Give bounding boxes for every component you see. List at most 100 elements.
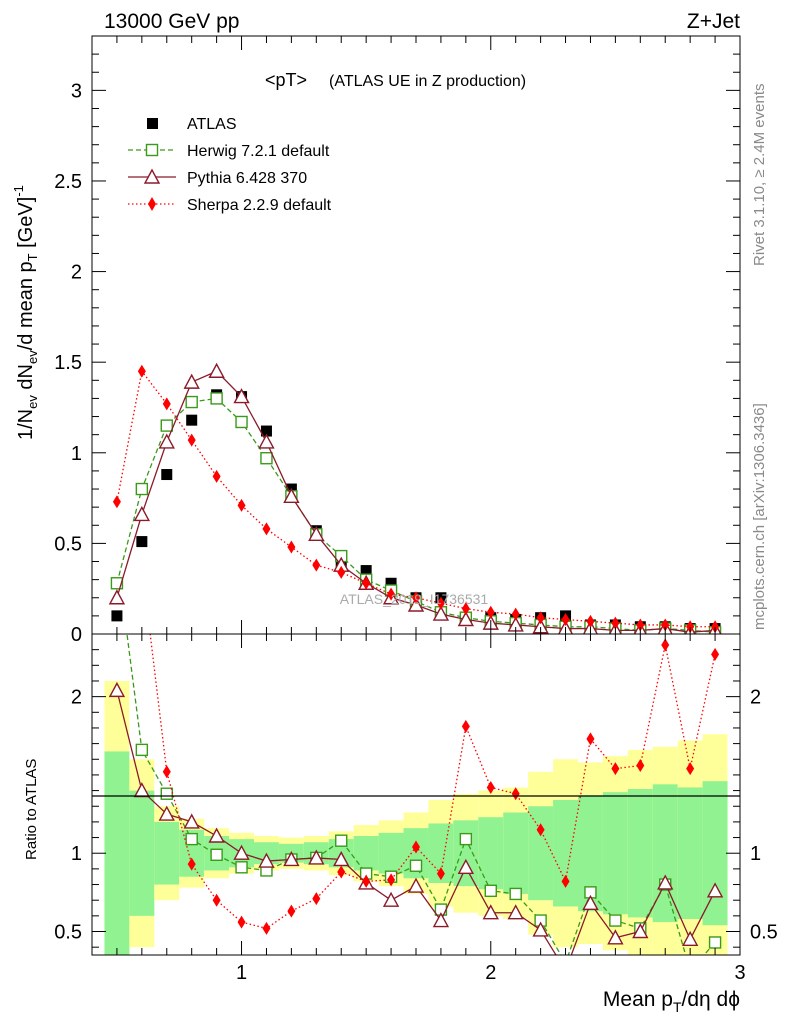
- ratio-y-axis-label: Ratio to ATLAS: [23, 759, 40, 860]
- ratio-pythia-point: [183, 813, 200, 829]
- y-tick-label-ratio-right: 2: [750, 687, 761, 709]
- header-process-label: Z+Jet: [687, 10, 740, 33]
- main-sherpa-point: [486, 605, 495, 619]
- main-sherpa-point: [287, 540, 296, 554]
- y-tick-label-ratio-right: 0.5: [750, 922, 778, 944]
- main-sherpa-point: [586, 614, 595, 628]
- ratio-pythia-point: [333, 851, 350, 867]
- y-tick-label-main: 2.5: [54, 171, 82, 193]
- main-sherpa-point: [711, 620, 720, 634]
- ratio-herwig-point: [235, 861, 248, 874]
- ratio-pythia-point: [607, 929, 624, 945]
- y-tick-label-main: 1: [71, 443, 82, 465]
- main-sherpa-point: [212, 469, 221, 483]
- ratio-herwig-point: [210, 848, 223, 861]
- ratio-sherpa-point: [536, 823, 545, 837]
- main-pythia-point: [158, 433, 175, 449]
- main-sherpa-point: [237, 498, 246, 512]
- main-atlas-point: [186, 414, 198, 426]
- legend-pythia-label: Pythia 6.428 370: [187, 170, 307, 187]
- ratio-band-inner: [553, 799, 578, 907]
- main-sherpa-point: [661, 618, 670, 632]
- ratio-herwig-point: [459, 832, 473, 846]
- ratio-sherpa-point: [461, 719, 470, 733]
- ratio-pythia-point: [559, 964, 573, 977]
- main-pythia-point: [233, 388, 250, 404]
- main-sherpa-point: [337, 565, 346, 579]
- main-sherpa-point: [312, 558, 321, 572]
- ratio-pythia-point: [432, 912, 450, 928]
- ratio-sherpa-point: [511, 787, 520, 801]
- main-sherpa-point: [511, 607, 520, 621]
- ratio-sherpa-point: [436, 867, 445, 881]
- ratio-herwig-point: [111, 550, 122, 561]
- main-pythia-point: [432, 605, 450, 621]
- ratio-herwig-point: [160, 787, 173, 800]
- main-sherpa-point: [112, 495, 121, 509]
- ratio-sherpa-point: [586, 732, 595, 746]
- legend-herwig-marker: [145, 143, 159, 157]
- main-pythia-point: [283, 487, 300, 503]
- y-tick-label-main: 0.5: [54, 533, 82, 555]
- plot-subtitle: (ATLAS UE in Z production): [329, 73, 526, 90]
- ratio-herwig-point: [409, 859, 423, 872]
- main-sherpa-point: [611, 616, 620, 630]
- legend-sherpa-marker: [148, 197, 156, 211]
- ratio-sherpa-point: [212, 893, 221, 907]
- ratio-pythia-point: [208, 827, 225, 843]
- ratio-series-layer: [108, 550, 724, 977]
- ratio-sherpa-point: [162, 765, 171, 779]
- ratio-sherpa-point: [561, 874, 570, 888]
- ratio-herwig-point: [685, 965, 696, 976]
- y-tick-label-ratio-right: 1: [750, 843, 761, 865]
- main-sherpa-point: [686, 620, 695, 634]
- ratio-sherpa-point: [187, 857, 196, 871]
- ratio-band-inner: [378, 832, 404, 874]
- main-sherpa-point: [461, 602, 470, 616]
- y-tick-label-main: 1.5: [54, 352, 82, 374]
- ratio-pythia-point: [582, 894, 599, 911]
- legend-pythia-marker: [143, 168, 161, 184]
- ratio-band-inner: [702, 781, 728, 926]
- main-sherpa-point: [436, 596, 445, 610]
- ratio-pythia-point: [308, 849, 325, 865]
- x-tick-label: 2: [485, 962, 496, 984]
- main-herwig-point: [210, 392, 223, 405]
- ratio-band-inner: [104, 751, 130, 955]
- main-sherpa-point: [162, 397, 171, 411]
- main-atlas-point: [260, 425, 272, 437]
- main-sherpa-point: [262, 522, 271, 536]
- ratio-herwig-point: [708, 936, 722, 949]
- main-sherpa-point: [561, 613, 570, 627]
- ratio-pythia-point: [233, 844, 250, 860]
- ratio-sherpa-point: [412, 840, 420, 854]
- main-herwig-point: [160, 419, 173, 432]
- ratio-band-inner: [677, 787, 703, 919]
- ratio-band-inner: [503, 812, 529, 894]
- ratio-band-inner: [154, 821, 180, 885]
- ratio-herwig-point: [560, 957, 571, 968]
- ratio-herwig-point: [609, 914, 622, 927]
- main-pythia-point: [258, 433, 275, 449]
- ratio-herwig-point: [135, 743, 149, 757]
- ratio-band-inner: [129, 790, 155, 916]
- ratio-pythia-point: [482, 904, 499, 920]
- main-atlas-point: [161, 469, 173, 481]
- ratio-herwig-point: [484, 884, 497, 897]
- y-tick-label-main: 2: [71, 262, 82, 284]
- main-herwig-point: [135, 482, 149, 496]
- ratio-pythia-point: [457, 858, 475, 875]
- x-tick-label: 3: [734, 962, 745, 984]
- main-pythia-point: [208, 362, 225, 378]
- mcplots-label: mcplots.cern.ch [arXiv:1306.3436]: [751, 403, 768, 630]
- main-pythia-point: [108, 589, 126, 605]
- main-pythia-point: [308, 525, 325, 542]
- ratio-sherpa-point: [636, 759, 645, 773]
- ratio-pythia-point: [382, 891, 400, 907]
- ratio-sherpa-point: [138, 559, 146, 572]
- main-pythia-point: [457, 611, 475, 627]
- main-sherpa-point: [187, 433, 196, 447]
- y-tick-label-main: 3: [71, 80, 82, 102]
- x-tick-label: 1: [236, 962, 247, 984]
